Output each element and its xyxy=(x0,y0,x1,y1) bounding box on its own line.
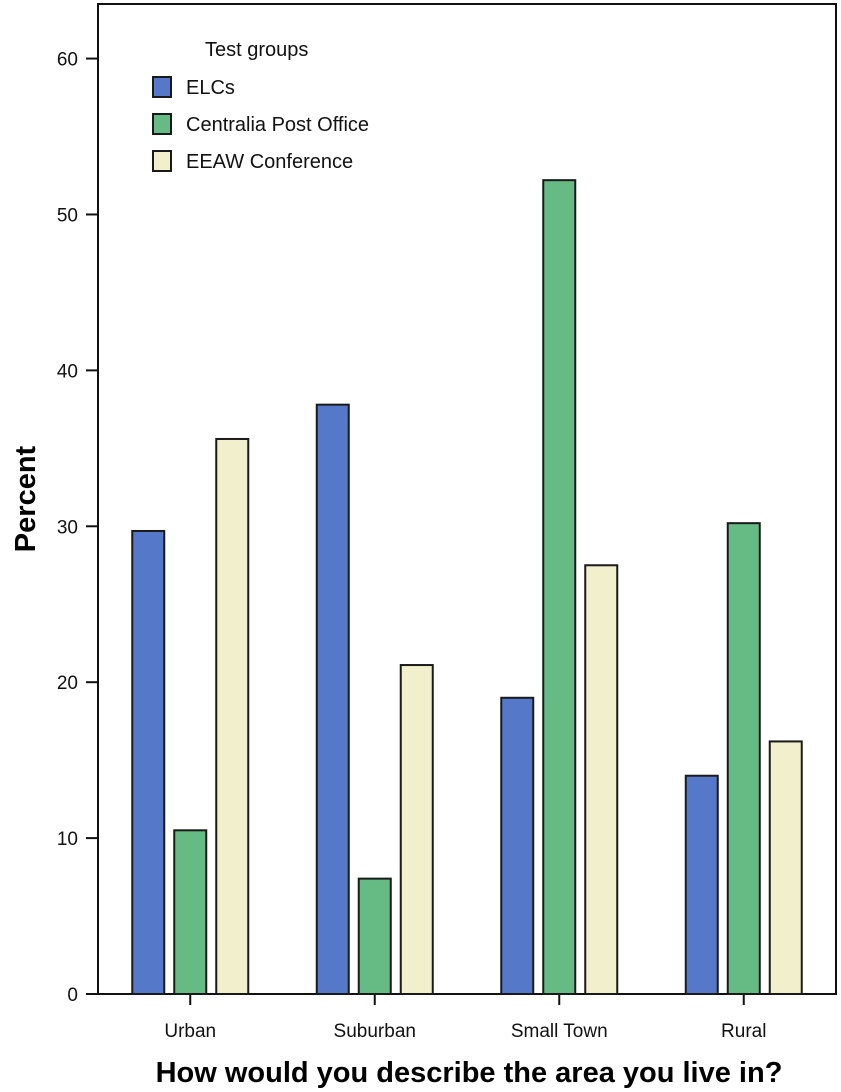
bar-eeaw-conference-small-town xyxy=(584,564,619,995)
y-axis-title: Percent xyxy=(10,445,42,552)
bar-elcs-suburban xyxy=(315,403,350,995)
y-tick-label: 50 xyxy=(57,205,78,226)
x-tick-label: Urban xyxy=(164,1021,216,1042)
x-tick-label: Rural xyxy=(721,1021,766,1042)
bar-eeaw-conference-rural xyxy=(768,740,803,995)
bar-eeaw-conference-urban xyxy=(215,437,250,995)
legend-swatch xyxy=(152,150,172,172)
bar-elcs-small-town xyxy=(500,696,535,995)
legend: Test groups ELCs Centralia Post Office EEA… xyxy=(152,39,369,173)
y-tick-label: 40 xyxy=(57,361,78,382)
legend-label: ELCs xyxy=(186,77,235,99)
x-axis: Urban Suburban Small Town Rural xyxy=(164,994,766,1042)
bar-centralia-post-office-suburban xyxy=(357,877,392,996)
y-tick-label: 20 xyxy=(57,673,78,694)
legend-title: Test groups xyxy=(205,39,308,61)
x-tick-label: Small Town xyxy=(511,1021,608,1042)
y-tick-label: 0 xyxy=(67,985,78,1006)
legend-swatch xyxy=(152,113,172,135)
bar-centralia-post-office-rural xyxy=(726,522,761,995)
bar-centralia-post-office-small-town xyxy=(542,179,577,996)
bar-centralia-post-office-urban xyxy=(173,829,208,995)
bar-eeaw-conference-suburban xyxy=(399,664,434,995)
x-tick-label: Suburban xyxy=(334,1021,416,1042)
x-axis-title: How would you describe the area you live… xyxy=(156,1057,783,1089)
y-tick-label: 10 xyxy=(57,829,78,850)
bar-elcs-rural xyxy=(684,774,719,996)
plot-frame xyxy=(97,3,837,995)
y-tick-label: 30 xyxy=(57,517,78,538)
bars xyxy=(131,179,803,996)
legend-label: EEAW Conference xyxy=(186,151,353,173)
y-axis: 0 10 20 30 40 50 60 xyxy=(57,50,98,1006)
legend-swatch xyxy=(152,76,172,98)
legend-label: Centralia Post Office xyxy=(186,114,369,136)
y-tick-label: 60 xyxy=(57,50,78,71)
bar-elcs-urban xyxy=(131,529,166,995)
